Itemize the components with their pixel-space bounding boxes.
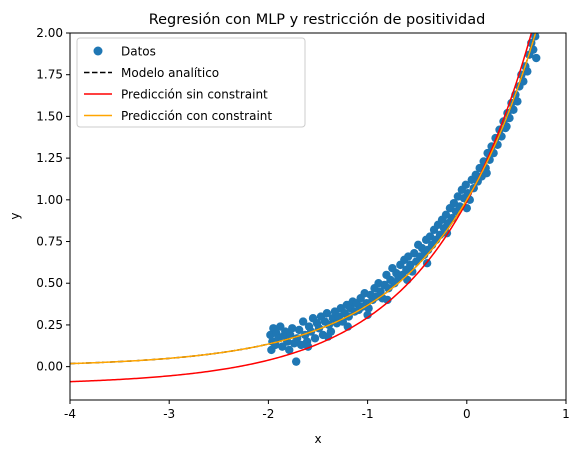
x-tick-label: -3 [163, 407, 175, 421]
x-tick-label: -4 [64, 407, 76, 421]
y-tick-label: 2.00 [36, 26, 63, 40]
data-point [513, 97, 522, 106]
legend-label: Predicción sin constraint [121, 88, 268, 102]
legend-label: Modelo analítico [121, 66, 219, 80]
legend-label: Datos [121, 45, 156, 59]
legend-box [76, 37, 306, 128]
y-tick-label: 0.75 [36, 235, 63, 249]
scatter-series [266, 33, 541, 366]
plot-area [70, 33, 541, 383]
data-point [461, 180, 471, 189]
legend-label: Predicción con constraint [121, 109, 272, 123]
data-point [298, 317, 308, 326]
data-point [285, 345, 294, 355]
y-axis-label: y [8, 212, 22, 219]
data-point [294, 325, 304, 335]
plot-clip-group [70, 33, 541, 383]
x-tick-label: 0 [463, 407, 471, 421]
x-tick-label: -1 [362, 407, 374, 421]
x-tick-label: -2 [262, 407, 274, 421]
y-tick-label: 0.25 [36, 318, 63, 332]
data-point [288, 324, 297, 333]
data-point [384, 284, 393, 293]
y-tick-label: 0.50 [36, 276, 63, 290]
data-point [532, 53, 541, 63]
series-line-3 [70, 33, 537, 365]
x-axis-label: x [314, 432, 321, 446]
plot-frame [69, 32, 567, 401]
data-point [363, 310, 372, 320]
data-point [383, 295, 392, 305]
data-point [523, 67, 532, 76]
data-point [291, 357, 301, 366]
axis-ticks: -4 -3 -2 -1 0 1 0.00 0.25 0.50 0.75 1.00 1.25 1.50 1.… [36, 26, 570, 421]
data-point [286, 330, 295, 340]
y-tick-label: 1.00 [36, 193, 63, 207]
data-point [310, 334, 320, 343]
data-point [408, 267, 417, 276]
y-tick-label: 1.75 [36, 68, 63, 82]
legend-marker [93, 46, 103, 56]
x-tick-label: 1 [562, 407, 570, 421]
y-tick-label: 0.00 [36, 360, 63, 374]
data-point [482, 168, 491, 178]
chart-title: Regresión con MLP y restricción de posit… [149, 12, 486, 28]
y-tick-label: 1.25 [36, 151, 63, 165]
legend: Datos Modelo analítico Predicción sin cons… [76, 37, 306, 128]
data-point [322, 309, 332, 318]
y-tick-label: 1.50 [36, 109, 63, 123]
data-point [376, 287, 385, 296]
data-point [509, 105, 518, 114]
